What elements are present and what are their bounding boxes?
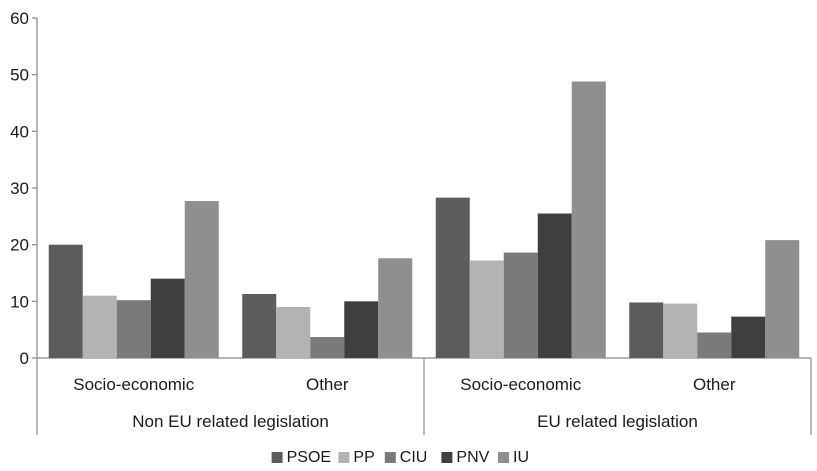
bar-ciu-0 xyxy=(117,300,151,358)
legend-label: CIU xyxy=(400,449,428,466)
bar-pp-0 xyxy=(83,296,117,358)
bar-iu-3 xyxy=(765,240,799,358)
legend-item-pnv: PNV xyxy=(441,449,489,466)
y-tick-label: 0 xyxy=(20,349,29,368)
bar-psoe-1 xyxy=(242,294,276,358)
legend-item-pp: PP xyxy=(338,449,374,466)
bar-pp-3 xyxy=(663,304,697,358)
bar-psoe-0 xyxy=(49,245,83,358)
legend-item-ciu: CIU xyxy=(385,449,428,466)
legend-swatch xyxy=(441,452,452,463)
legend-swatch xyxy=(272,452,283,463)
bar-pp-1 xyxy=(276,307,310,358)
y-tick-label: 40 xyxy=(10,122,29,141)
bar-ciu-2 xyxy=(504,253,538,358)
y-tick-label: 20 xyxy=(10,236,29,255)
category-label: Other xyxy=(306,375,349,394)
legend-swatch xyxy=(385,452,396,463)
y-axis: 0 10 20 30 40 50 60 xyxy=(10,9,37,368)
legend-item-psoe: PSOE xyxy=(272,449,331,466)
legend-label: IU xyxy=(513,449,529,466)
legend: PSOE PP CIU PNV IU xyxy=(272,449,529,466)
group-label: Non EU related legislation xyxy=(132,412,329,431)
bar-iu-2 xyxy=(572,81,606,358)
bar-iu-1 xyxy=(378,258,412,358)
group-label: EU related legislation xyxy=(537,412,698,431)
y-tick-label: 10 xyxy=(10,292,29,311)
legend-swatch xyxy=(498,452,509,463)
legend-item-iu: IU xyxy=(498,449,529,466)
category-label: Other xyxy=(693,375,736,394)
bars xyxy=(49,81,800,358)
legend-swatch xyxy=(338,452,349,463)
legend-label: PNV xyxy=(456,449,489,466)
x-axis: Socio-economic Other Socio-economic Other No… xyxy=(37,358,811,435)
bar-psoe-3 xyxy=(629,302,663,358)
bar-psoe-2 xyxy=(436,198,470,358)
bar-ciu-1 xyxy=(310,337,344,358)
y-tick-label: 30 xyxy=(10,179,29,198)
y-tick-label: 50 xyxy=(10,66,29,85)
bar-pnv-1 xyxy=(344,301,378,358)
legend-label: PP xyxy=(353,449,374,466)
bar-pnv-3 xyxy=(731,317,765,358)
bar-pnv-0 xyxy=(151,279,185,358)
bar-iu-0 xyxy=(185,201,219,358)
bar-pp-2 xyxy=(470,261,504,358)
y-tick-label: 60 xyxy=(10,9,29,28)
category-label: Socio-economic xyxy=(73,375,194,394)
bar-ciu-3 xyxy=(697,333,731,359)
bar-pnv-2 xyxy=(538,214,572,359)
legend-label: PSOE xyxy=(287,449,331,466)
category-label: Socio-economic xyxy=(460,375,581,394)
